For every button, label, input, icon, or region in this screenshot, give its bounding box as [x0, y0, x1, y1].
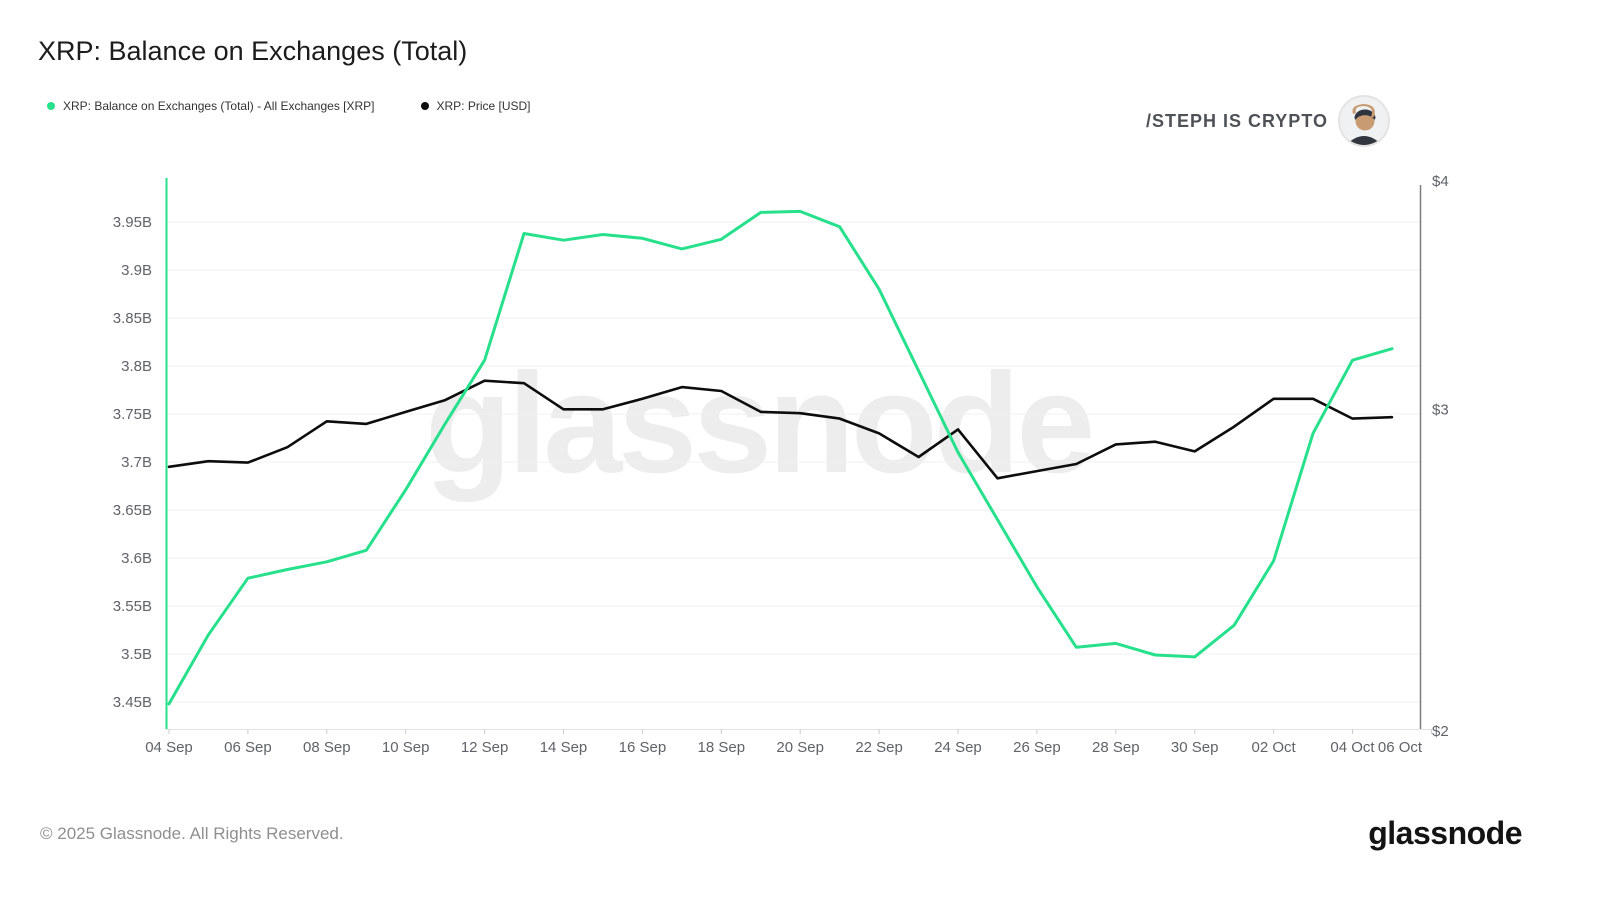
left-tick-label: 3.65B	[113, 502, 152, 519]
glassnode-watermark: glassnode	[425, 344, 1095, 503]
left-tick-label: 3.85B	[113, 310, 152, 327]
x-tick-label: 10 Sep	[382, 739, 430, 756]
x-tick-label: 30 Sep	[1171, 739, 1219, 756]
x-tick-label: 12 Sep	[461, 739, 509, 756]
left-tick-label: 3.55B	[113, 598, 152, 615]
right-tick-label: $3	[1432, 401, 1449, 418]
chart-legend: XRP: Balance on Exchanges (Total) - All …	[47, 99, 531, 113]
left-tick-label: 3.95B	[113, 214, 152, 231]
x-tick-label: 06 Oct	[1378, 739, 1423, 756]
left-tick-label: 3.5B	[121, 646, 152, 663]
x-tick-label: 08 Sep	[303, 739, 351, 756]
left-tick-label: 3.6B	[121, 550, 152, 567]
steph-is-crypto-label: /STEPH IS CRYPTO	[1145, 110, 1328, 131]
man-with-cap-avatar	[1338, 95, 1390, 147]
balance-series-line	[167, 209, 1394, 706]
left-tick-label: 3.9B	[121, 262, 152, 279]
balance-series-dot-icon	[47, 102, 55, 110]
right-tick-label: $4	[1432, 173, 1449, 190]
x-tick-label: 04 Oct	[1330, 739, 1375, 756]
page-title: XRP: Balance on Exchanges (Total)	[38, 36, 468, 66]
copyright-text: © 2025 Glassnode. All Rights Reserved.	[40, 824, 344, 843]
x-tick-label: 06 Sep	[224, 739, 272, 756]
price-series-line	[167, 379, 1394, 480]
left-tick-label: 3.45B	[113, 694, 152, 711]
x-tick-label: 22 Sep	[855, 739, 903, 756]
legend-item-price[interactable]: XRP: Price [USD]	[420, 99, 531, 113]
legend-item-balance[interactable]: XRP: Balance on Exchanges (Total) - All …	[47, 99, 375, 113]
steph-is-crypto-brand: /STEPH IS CRYPTO	[1146, 95, 1390, 147]
x-tick-label: 18 Sep	[698, 739, 746, 756]
glassnode-logo: glassnode	[1368, 815, 1522, 851]
left-tick-label: 3.8B	[121, 358, 152, 375]
left-tick-label: 3.75B	[113, 406, 152, 423]
x-tick-label: 26 Sep	[1013, 739, 1061, 756]
legend-item-price-label: XRP: Price [USD]	[436, 99, 531, 113]
left-tick-label: 3.7B	[121, 454, 152, 471]
x-tick-label: 28 Sep	[1092, 739, 1140, 756]
right-tick-label: $2	[1432, 723, 1449, 740]
price-series-dot-icon	[420, 102, 429, 110]
x-tick-label: 02 Oct	[1252, 739, 1297, 756]
x-tick-label: 14 Sep	[540, 739, 588, 756]
x-tick-label: 04 Sep	[145, 739, 193, 756]
x-tick-label: 24 Sep	[934, 739, 982, 756]
legend-item-balance-label: XRP: Balance on Exchanges (Total) - All …	[63, 99, 375, 113]
x-tick-label: 16 Sep	[619, 739, 667, 756]
x-tick-label: 20 Sep	[776, 739, 824, 756]
